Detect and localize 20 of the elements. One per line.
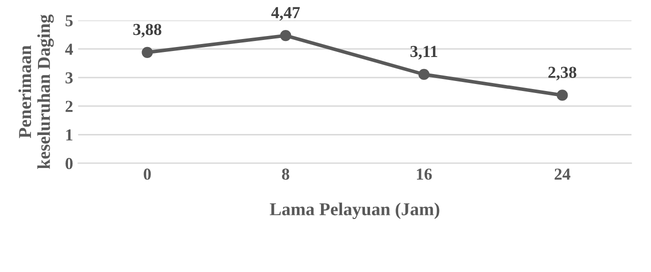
x-tick-label: 24	[554, 168, 570, 180]
data-label: 3,11	[410, 46, 438, 60]
x-tick-label: 16	[416, 168, 432, 180]
point	[142, 46, 153, 58]
x-axis-title: Lama Pelayuan (Jam)	[270, 202, 440, 220]
data-label: 2,38	[548, 66, 576, 80]
data-label: 4,47	[271, 7, 300, 21]
y-tick-label: 2	[66, 100, 73, 112]
y-tick-label: 0	[66, 158, 73, 170]
point	[418, 68, 430, 80]
data-label: 3,88	[133, 24, 162, 38]
y-tick-label: 5	[66, 15, 73, 26]
x-tick-label: 0	[144, 168, 151, 180]
point	[280, 30, 292, 42]
y-tick-label: 1	[66, 129, 72, 140]
point	[556, 90, 568, 101]
x-tick-label: 8	[282, 168, 290, 180]
y-axis-title: Penerimaan keseluruhan Daging	[18, 14, 54, 169]
y-tick-label: 3	[66, 72, 73, 84]
y-tick-label: 4	[65, 44, 73, 55]
